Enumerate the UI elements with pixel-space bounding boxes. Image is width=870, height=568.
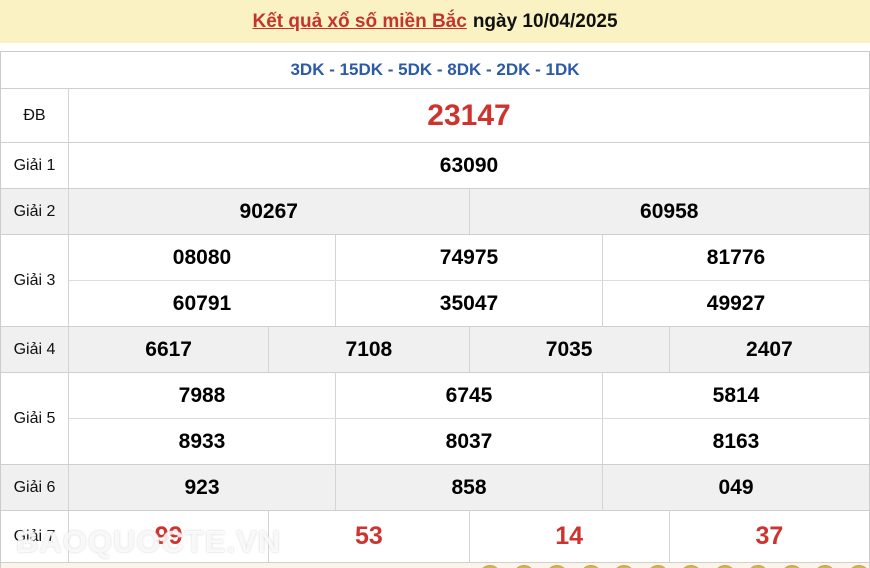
prize-row-values: 7988 6745 5814 8933 8037 8163: [69, 373, 869, 464]
prize-line: 99 53 14 37: [69, 511, 869, 562]
prize-row-values: 923 858 049: [69, 465, 869, 510]
prize-line: 60791 35047 49927: [69, 280, 869, 326]
prize-row: Giải 4 6617 7108 7035 2407: [1, 327, 869, 373]
prize-number: 63090: [439, 153, 499, 177]
prize-line: 63090: [69, 143, 869, 188]
prize-number: 99: [154, 522, 183, 550]
prize-number: 8037: [335, 419, 602, 464]
prize-number: 7035: [468, 327, 669, 372]
prize-row: Giải 1 63090: [1, 143, 869, 189]
prize-row-label: Giải 3: [1, 235, 69, 326]
prize-number: 14: [468, 511, 669, 562]
prize-row: Giải 2 90267 60958: [1, 189, 869, 235]
prize-row-label: Giải 4: [1, 327, 69, 372]
prize-number: 37: [668, 511, 869, 562]
prize-line: 90267 60958: [69, 189, 869, 234]
prize-line: 08080 74975 81776: [69, 235, 869, 280]
prize-row-values: 08080 74975 81776 60791 35047 49927: [69, 235, 869, 326]
prize-row-values: 90267 60958: [69, 189, 869, 234]
prize-row-label: Giải 6: [1, 465, 69, 510]
prize-number: 8163: [602, 419, 869, 464]
prize-number: 923: [184, 475, 220, 499]
prize-line: 923 858 049: [69, 465, 869, 510]
prize-row-label: Giải 2: [1, 189, 69, 234]
prize-row: Giải 3 08080 74975 81776 60791 35047 49927: [1, 235, 869, 327]
prize-row-label: Giải 1: [1, 143, 69, 188]
prize-line: 23147: [69, 89, 869, 142]
prize-row-values: 6617 7108 7035 2407: [69, 327, 869, 372]
prize-rows: ĐB 23147 Giải 1 63090 Giải 2 90267 60958 Giải 3…: [1, 89, 869, 563]
prize-number: 60958: [468, 189, 870, 234]
prize-number: 53: [268, 511, 468, 562]
header-banner: Kết quả xổ số miền Bắc ngày 10/04/2025: [0, 0, 870, 43]
prize-number: 6617: [145, 337, 192, 361]
prize-line: 8933 8037 8163: [69, 418, 869, 464]
prize-number: 8933: [178, 429, 226, 453]
prize-row-values: 63090: [69, 143, 869, 188]
prize-row-values: 99 53 14 37: [69, 511, 869, 562]
prize-number: 5814: [602, 373, 869, 418]
prize-number: 74975: [335, 235, 602, 280]
prize-number: 81776: [602, 235, 869, 280]
prize-number: 858: [335, 465, 602, 510]
prize-row-label: Giải 5: [1, 373, 69, 464]
results-date: ngày 10/04/2025: [472, 10, 618, 32]
next-row-peek: [1, 563, 869, 568]
prize-number: 049: [602, 465, 869, 510]
prize-line: 7988 6745 5814: [69, 373, 869, 418]
prize-row-label: Giải 7: [1, 511, 69, 562]
prize-number: 7988: [178, 383, 226, 407]
results-table: 3DK - 15DK - 5DK - 8DK - 2DK - 1DK ĐB 231…: [0, 51, 870, 568]
prize-row: ĐB 23147: [1, 89, 869, 143]
prize-number: 23147: [427, 98, 511, 132]
prize-row-values: 23147: [69, 89, 869, 142]
results-title-link[interactable]: Kết quả xổ số miền Bắc: [252, 10, 467, 32]
prize-line: 6617 7108 7035 2407: [69, 327, 869, 372]
prize-row: Giải 5 7988 6745 5814 8933 8037 8163: [1, 373, 869, 465]
prize-number: 49927: [602, 281, 869, 326]
prize-number: 6745: [335, 373, 602, 418]
prize-number: 08080: [172, 245, 232, 269]
prize-number: 7108: [268, 327, 468, 372]
station-codes: 3DK - 15DK - 5DK - 8DK - 2DK - 1DK: [1, 52, 869, 89]
prize-row: Giải 6 923 858 049: [1, 465, 869, 511]
prize-row: Giải 7 99 53 14 37: [1, 511, 869, 563]
prize-number: 35047: [335, 281, 602, 326]
prize-number: 90267: [239, 199, 298, 223]
prize-number: 60791: [172, 291, 232, 315]
prize-row-label: ĐB: [1, 89, 69, 142]
prize-number: 2407: [668, 327, 869, 372]
